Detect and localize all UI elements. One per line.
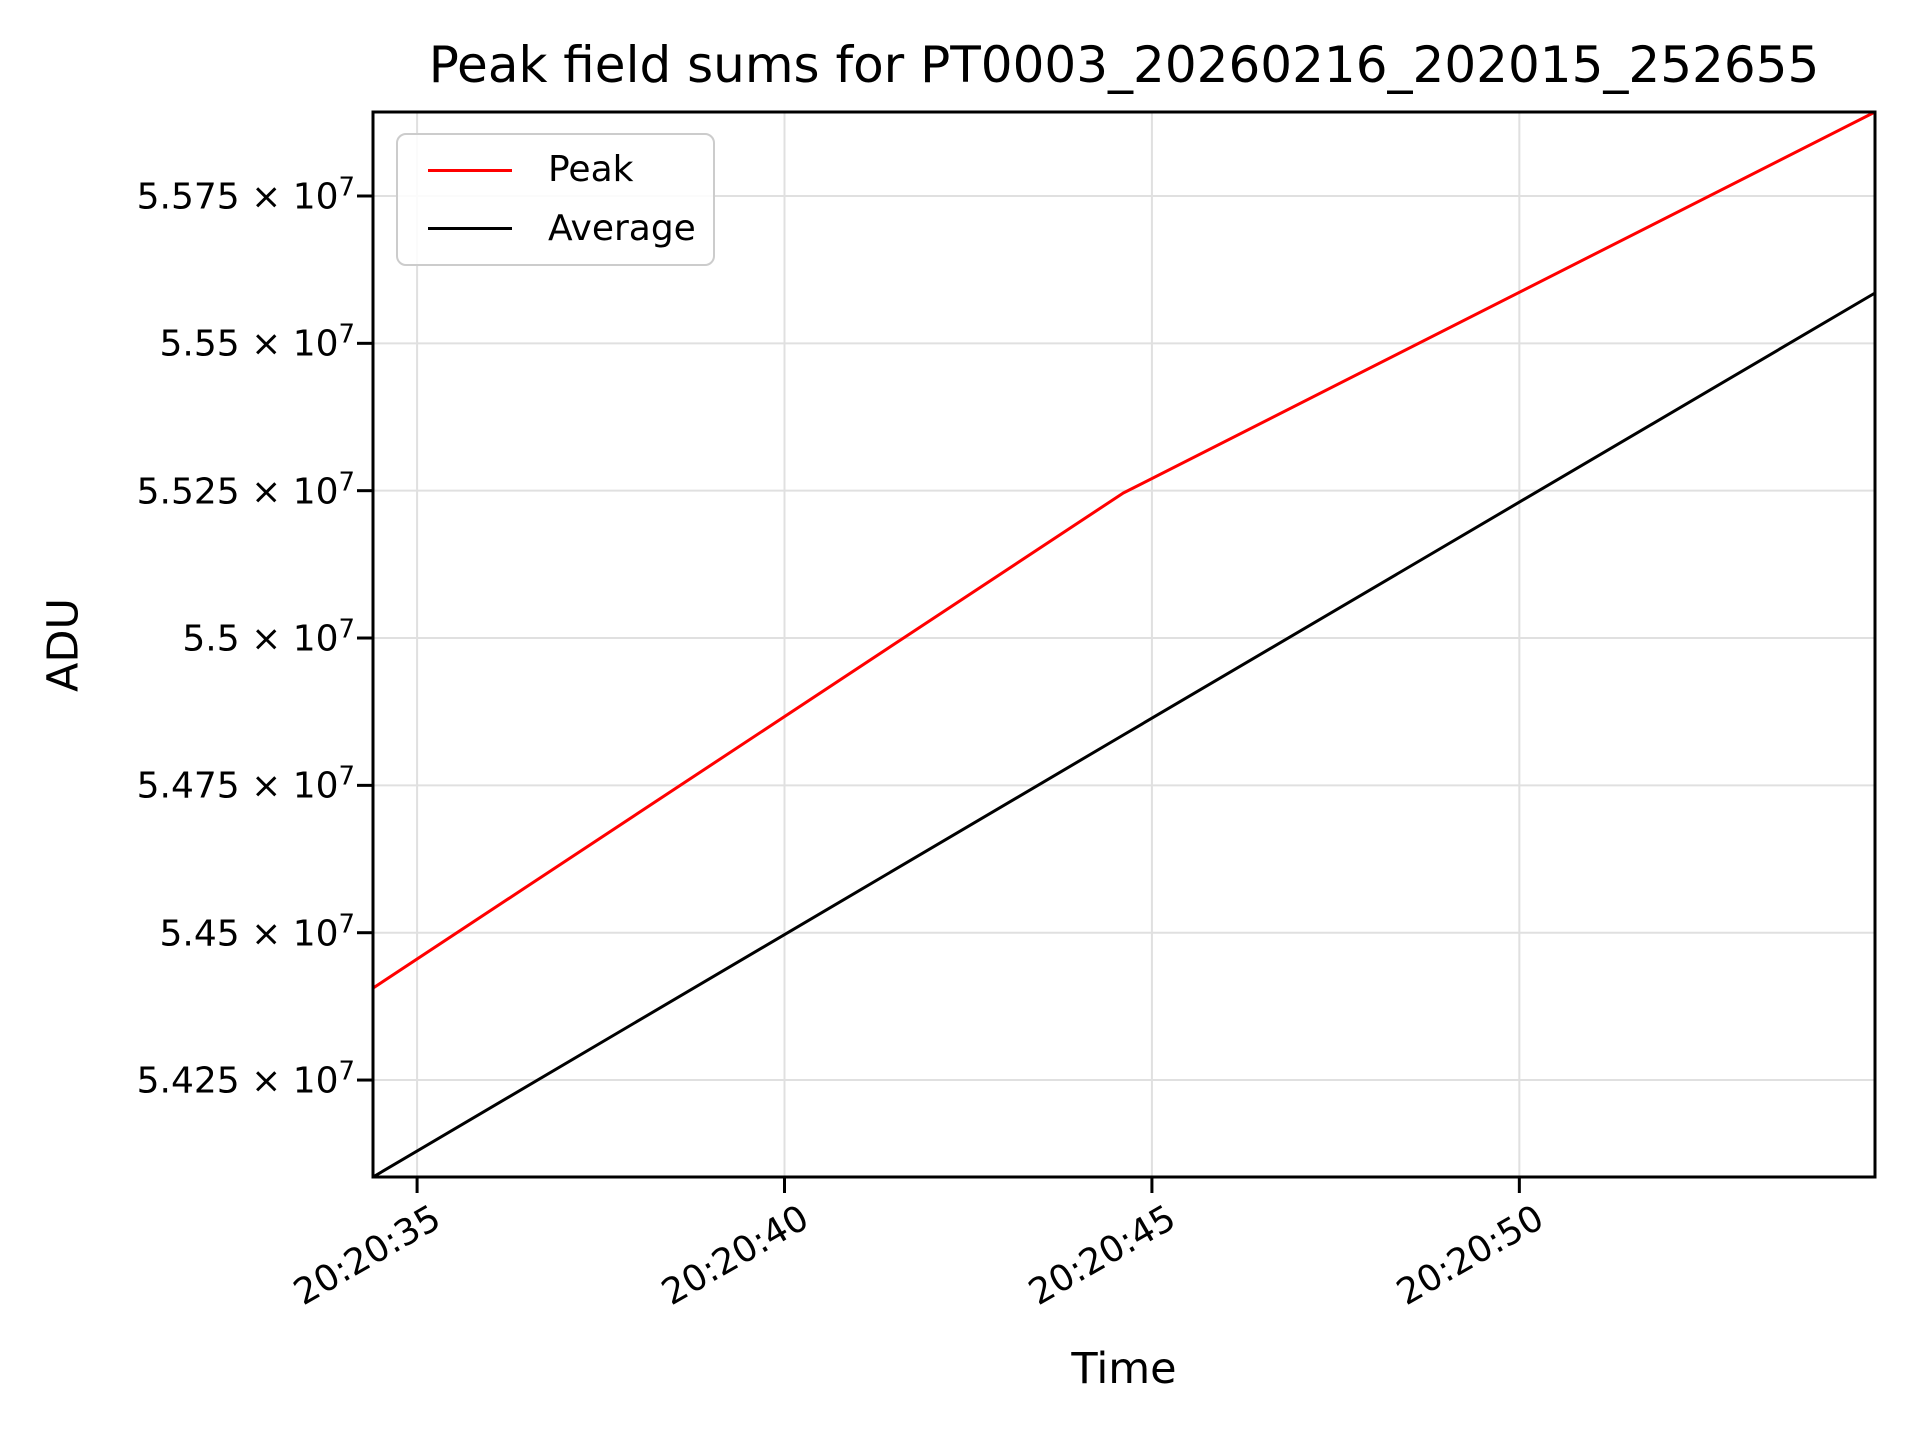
legend-label-peak: Peak [548, 149, 634, 191]
average-line-swatch [428, 227, 512, 231]
y-axis-label: ADU [38, 598, 89, 692]
y-tick-label: 5.5 × 107 [182, 614, 355, 660]
chart-title: Peak field sums for PT0003_20260216_2020… [428, 36, 1820, 94]
series-line-peak [372, 110, 1876, 990]
plot-spines [371, 110, 1877, 1179]
legend-item-average: Average [398, 207, 713, 249]
y-tick-label: 5.45 × 107 [159, 909, 356, 955]
series-line-average [372, 291, 1876, 1179]
y-tick-label: 5.425 × 107 [136, 1056, 355, 1102]
peak-line-swatch [428, 168, 512, 172]
legend: Peak Average [396, 133, 715, 266]
y-tick-label: 5.475 × 107 [136, 761, 355, 807]
legend-item-peak: Peak [398, 152, 713, 188]
y-tick-label: 5.55 × 107 [159, 319, 356, 365]
x-axis-label: Time [1071, 1344, 1177, 1394]
y-tick-label: 5.575 × 107 [136, 172, 355, 218]
legend-label-average: Average [548, 207, 696, 249]
y-tick-label: 5.525 × 107 [136, 467, 355, 513]
